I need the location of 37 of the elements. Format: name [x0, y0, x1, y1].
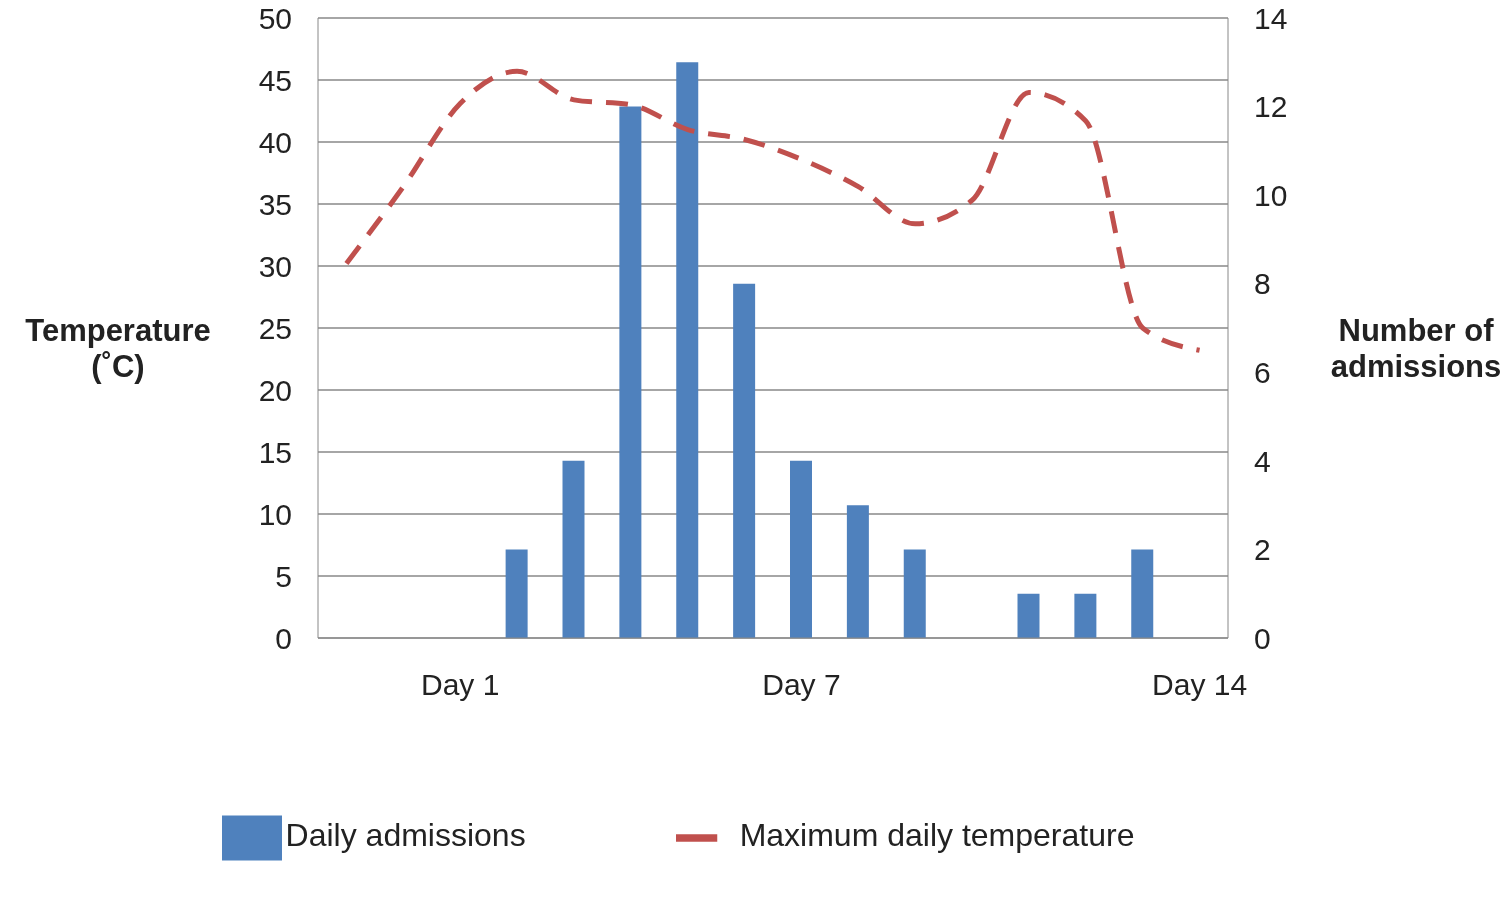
y2-tick-label: 14 [1254, 1, 1288, 35]
bar [1074, 593, 1097, 638]
bar [619, 106, 642, 638]
y-tick-label: 0 [275, 621, 292, 655]
y2-tick-label: 4 [1254, 444, 1271, 478]
y-tick-label: 45 [258, 63, 292, 97]
y2-tick-label: 12 [1254, 90, 1288, 124]
bar [903, 549, 926, 638]
y2-tick-label: 10 [1254, 178, 1288, 212]
bar [790, 460, 812, 638]
y-axis-title: Temperature (˚C) [24, 313, 212, 385]
y2-tick-label: 6 [1254, 355, 1271, 389]
bar [562, 460, 585, 638]
y-tick-label: 30 [258, 249, 292, 283]
bar [1131, 549, 1154, 638]
y-tick-label: 5 [275, 559, 292, 593]
x-tick-label: Day 1 [421, 668, 500, 702]
bar [505, 549, 528, 638]
bar [846, 505, 869, 638]
y-tick-label: 25 [258, 311, 292, 345]
y2-axis-title: Number of admissions [1329, 313, 1503, 385]
y-tick-label: 15 [258, 435, 292, 469]
legend-label: Daily admissions [285, 817, 526, 854]
x-tick-label: Day 7 [762, 668, 841, 702]
y2-tick-label: 8 [1254, 267, 1271, 301]
y2-tick-label: 0 [1254, 621, 1271, 655]
bar [676, 62, 699, 638]
x-tick-label: Day 14 [1152, 668, 1248, 702]
y-tick-label: 20 [258, 373, 292, 407]
y-tick-label: 40 [258, 125, 292, 159]
y-tick-label: 35 [258, 187, 292, 221]
legend-label: Maximum daily temperature [739, 817, 1135, 854]
y-tick-label: 50 [258, 1, 292, 35]
y2-tick-label: 2 [1254, 533, 1271, 567]
bar [1017, 593, 1040, 638]
bar [733, 283, 756, 638]
y-tick-label: 10 [258, 497, 292, 531]
